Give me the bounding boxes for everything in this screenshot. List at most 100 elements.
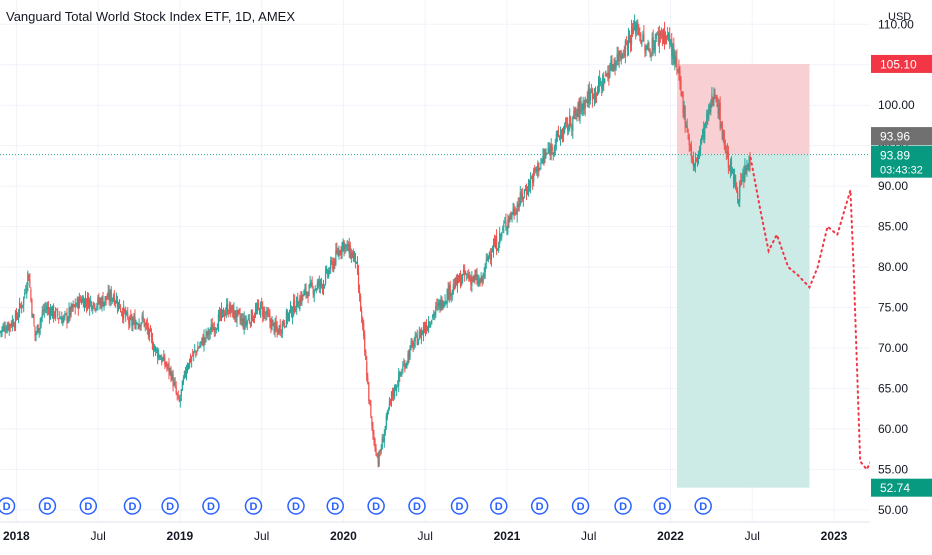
candle-body <box>152 347 155 352</box>
candle <box>246 319 248 331</box>
candle-body <box>162 358 164 361</box>
candle <box>193 351 195 362</box>
candle <box>465 270 467 276</box>
dividend-marker[interactable]: D <box>367 497 385 515</box>
dividend-marker[interactable]: D <box>0 497 16 515</box>
candle-body <box>356 261 359 273</box>
candle-body <box>508 219 510 223</box>
candle <box>562 126 565 143</box>
candle-body <box>71 304 73 310</box>
dividend-marker[interactable]: D <box>614 497 632 515</box>
candle <box>364 330 366 356</box>
candle <box>382 434 384 443</box>
candle <box>638 24 640 36</box>
candle <box>312 285 314 298</box>
candle <box>408 349 410 364</box>
candle-body <box>383 433 385 443</box>
candle-body <box>726 151 728 155</box>
candle <box>350 248 352 263</box>
candle <box>469 271 471 282</box>
candle <box>184 366 187 379</box>
candle <box>423 321 426 334</box>
candle <box>397 380 399 388</box>
candle-body <box>600 82 602 83</box>
dividend-marker[interactable]: D <box>450 497 469 515</box>
candle-body <box>212 327 214 330</box>
candle-body <box>641 41 643 46</box>
candle-body <box>559 134 562 141</box>
candle <box>651 32 653 57</box>
candle-body <box>66 312 68 322</box>
dividend-marker[interactable]: D <box>161 497 179 515</box>
candle-body <box>266 310 268 315</box>
candle <box>574 107 576 120</box>
candle-body <box>524 190 527 191</box>
candle <box>719 96 721 132</box>
candle <box>285 308 288 328</box>
candle <box>106 293 108 301</box>
dividend-marker[interactable]: D <box>38 497 57 515</box>
candle <box>679 66 681 90</box>
candle <box>63 314 65 323</box>
candle-body <box>271 320 273 331</box>
dividend-marker[interactable]: D <box>79 497 98 515</box>
dividend-marker[interactable]: D <box>287 497 305 515</box>
candle-body <box>725 151 727 154</box>
candle-body <box>405 363 407 368</box>
candle-body <box>213 327 215 333</box>
candle-body <box>122 312 124 318</box>
candle-body <box>115 298 118 304</box>
candle-body <box>335 250 337 265</box>
candle-body <box>557 129 560 137</box>
candle <box>613 58 615 72</box>
candle-body <box>137 325 139 327</box>
candle <box>404 359 406 373</box>
dividend-marker[interactable]: D <box>530 497 549 515</box>
candle-body <box>65 313 67 315</box>
dividend-marker[interactable]: D <box>694 497 712 515</box>
candle-body <box>483 274 485 276</box>
candle-body <box>219 310 222 317</box>
candle <box>158 348 160 361</box>
candle-body <box>664 36 667 43</box>
candle <box>129 315 131 329</box>
dividend-marker[interactable]: D <box>123 497 142 515</box>
dividend-marker[interactable]: D <box>408 497 426 515</box>
candle <box>489 248 492 265</box>
dividend-marker[interactable]: D <box>653 497 672 515</box>
candle <box>156 347 158 354</box>
dividend-marker[interactable]: D <box>571 497 590 515</box>
dividend-marker[interactable]: D <box>244 497 263 515</box>
candle <box>47 301 50 315</box>
candle <box>559 126 562 146</box>
candle-body <box>131 317 133 326</box>
candle <box>555 130 557 151</box>
candle <box>531 175 533 180</box>
candle <box>708 103 710 122</box>
candle-body <box>294 300 296 313</box>
candle-body <box>164 357 166 365</box>
dividend-marker[interactable]: D <box>202 497 220 515</box>
dividend-marker[interactable]: D <box>490 497 508 515</box>
candle <box>236 306 238 328</box>
candle <box>22 304 24 309</box>
candle <box>338 245 340 260</box>
candle <box>664 31 667 45</box>
candle-body <box>418 331 420 339</box>
candle-body <box>384 425 386 434</box>
candle <box>116 295 119 314</box>
dividend-marker-circle <box>450 497 469 515</box>
dividend-marker[interactable]: D <box>326 497 344 515</box>
candle <box>311 276 313 289</box>
candle-body <box>579 102 581 119</box>
candle-body <box>550 144 552 155</box>
candle <box>127 307 129 321</box>
candle <box>18 297 21 318</box>
candle-body <box>117 301 120 311</box>
candle <box>654 33 656 57</box>
candle-body <box>141 315 143 321</box>
candle-body <box>324 271 327 284</box>
candle-body <box>42 310 44 313</box>
